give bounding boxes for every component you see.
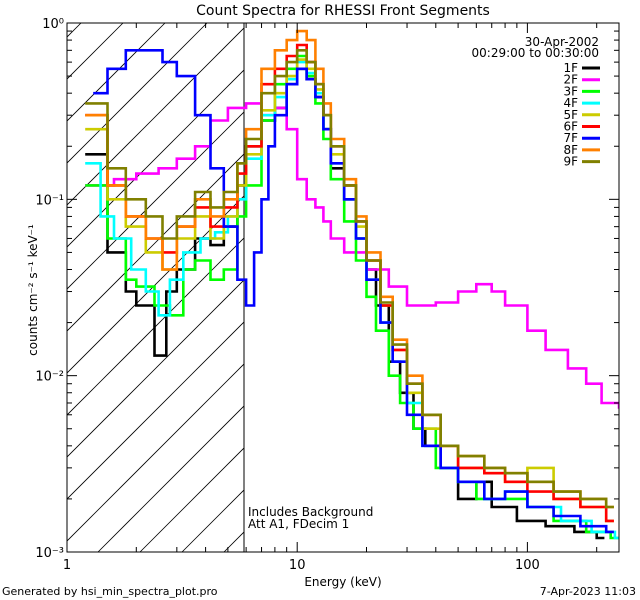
hatch-line	[67, 237, 244, 416]
x-tick-label: 1	[63, 558, 71, 573]
hatch-line	[67, 195, 244, 374]
legend-label-4F: 4F	[563, 96, 578, 110]
series-5F-line	[85, 58, 614, 523]
hatch-line	[434, 23, 640, 552]
x-tick-label: 100	[515, 558, 540, 573]
hatch-line	[602, 23, 640, 552]
chart-title: Count Spectra for RHESSI Front Segments	[196, 3, 490, 19]
annotation-attenuator: Att A1, FDecim 1	[248, 517, 349, 531]
y-tick-label: 10⁻¹	[35, 193, 64, 208]
generated-by-label: Generated by hsi_min_spectra_plot.pro	[2, 585, 218, 598]
x-tick-label: 10	[289, 558, 306, 573]
y-axis-label: counts cm⁻² s⁻¹ keV⁻¹	[26, 224, 40, 356]
hatch-line	[67, 111, 244, 290]
y-tick-label: 10⁻³	[35, 546, 64, 561]
plot-frame	[66, 22, 620, 553]
x-axis-tick-labels: 1 10 100	[63, 558, 540, 573]
series-8F-line	[85, 29, 614, 509]
series-7F-line	[93, 49, 614, 534]
time-range-label: 00:29:00 to 00:30:00	[472, 46, 599, 60]
legend-label-9F: 9F	[563, 155, 578, 169]
legend-label-8F: 8F	[563, 143, 578, 157]
legend-label-2F: 2F	[563, 73, 578, 87]
legend-label-3F: 3F	[563, 84, 578, 98]
hatch-line	[67, 69, 244, 248]
hatch-line	[67, 321, 244, 500]
timestamp-label: 7-Apr-2023 11:03	[540, 585, 636, 598]
series-6F-line	[85, 43, 614, 523]
series-2F-line	[85, 102, 619, 409]
series-9F-line	[85, 49, 614, 509]
series-layer	[85, 29, 619, 540]
y-axis-tick-labels: 10⁰ 10⁻¹ 10⁻² 10⁻³	[35, 17, 64, 561]
date-label: 30-Apr-2002	[525, 35, 599, 49]
hatch-line	[67, 23, 166, 122]
hatch-line	[67, 27, 244, 206]
legend-label-1F: 1F	[563, 61, 578, 75]
hatch-line	[139, 447, 244, 552]
hatch-line	[67, 279, 244, 458]
y-tick-label: 10⁻²	[35, 370, 64, 385]
hatch-line	[67, 23, 208, 164]
annotation-background: Includes Background	[248, 505, 373, 519]
hatch-line	[97, 405, 244, 552]
x-axis-label: Energy (keV)	[304, 575, 381, 589]
legend-label-5F: 5F	[563, 108, 578, 122]
hatch-line	[67, 153, 244, 332]
y-axis-ticks	[67, 22, 619, 553]
y-tick-label: 10⁰	[42, 17, 64, 32]
hatch-line	[518, 23, 640, 552]
legend-label-7F: 7F	[563, 131, 578, 145]
legend-label-6F: 6F	[563, 120, 578, 134]
hatch-line	[67, 363, 244, 542]
